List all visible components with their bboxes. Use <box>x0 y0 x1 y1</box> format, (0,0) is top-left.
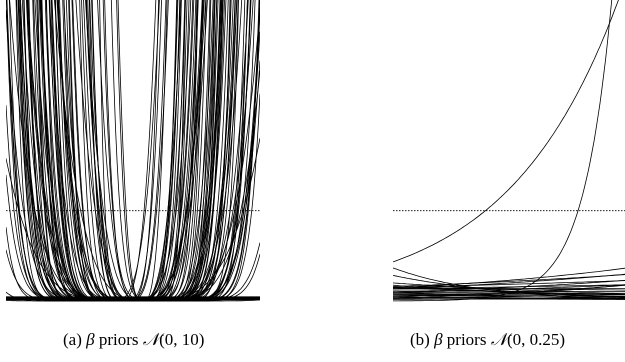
caption-a-params: (0, 10) <box>159 330 205 349</box>
flat-curve-b-22 <box>393 291 625 295</box>
prior-curve-a-89 <box>86 0 169 302</box>
caption-b-text: priors <box>446 330 487 349</box>
flat-curve-b-15 <box>393 296 625 299</box>
caption-a-dist: 𝒩 <box>142 330 160 349</box>
flat-curve-b-20 <box>393 284 625 297</box>
caption-b-params: (0, 0.25) <box>507 330 566 349</box>
prior-curve-b-0 <box>393 0 619 263</box>
flat-curve-b-24 <box>393 291 625 299</box>
caption-b-beta: β <box>434 330 443 349</box>
caption-b-prefix: (b) <box>410 330 430 349</box>
prior-curve-b-1 <box>393 0 613 302</box>
caption-b-dist: 𝒩 <box>490 330 508 349</box>
caption-a-prefix: (a) <box>63 330 82 349</box>
panel-b-plot <box>393 0 625 302</box>
panel-a-caption: (a) β priors 𝒩(0, 10) <box>63 330 204 350</box>
flat-curve-b-21 <box>393 284 625 290</box>
prior-curve-a-37 <box>57 0 160 302</box>
panel-b-caption: (b) β priors 𝒩(0, 0.25) <box>410 330 565 350</box>
panel-a-plot <box>6 0 260 302</box>
flat-curve-b-3 <box>393 284 625 293</box>
prior-curve-a-71 <box>83 0 157 302</box>
prior-curve-a-23 <box>117 0 168 302</box>
flat-curve-b-19 <box>393 280 625 288</box>
caption-a-beta: β <box>86 330 95 349</box>
flat-curve-b-17 <box>393 274 625 287</box>
flat-curve-b-23 <box>393 286 625 291</box>
flat-curve-b-9 <box>393 267 625 289</box>
prior-curve-a-55 <box>116 0 178 302</box>
prior-curve-a-53 <box>110 0 207 302</box>
flat-curve-b-18 <box>393 295 625 300</box>
caption-a-text: priors <box>98 330 139 349</box>
